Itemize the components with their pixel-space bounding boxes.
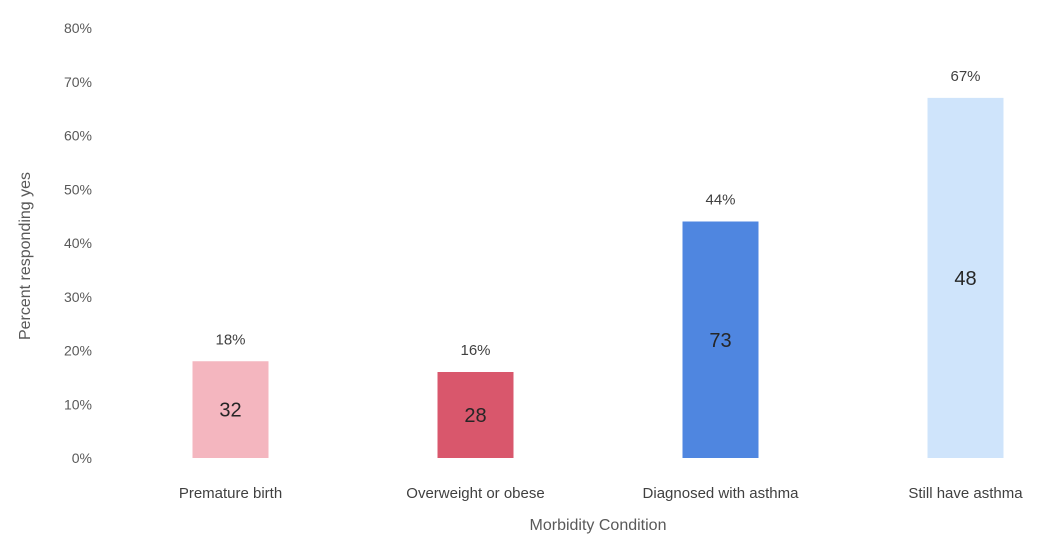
x-axis-title: Morbidity Condition	[530, 517, 667, 534]
bar-count-label: 32	[219, 400, 241, 422]
y-tick-label: 20%	[64, 343, 92, 359]
y-tick-label: 40%	[64, 235, 92, 251]
bar-count-label: 48	[954, 268, 976, 290]
bars: 18% 32 16% 28 44% 73 67% 48	[192, 68, 1004, 458]
y-tick-label: 30%	[64, 289, 92, 305]
bar-percent-label: 18%	[215, 331, 245, 348]
y-axis-title: Percent responding yes	[17, 172, 34, 340]
bar-percent-label: 67%	[950, 68, 980, 85]
bar-count-label: 28	[464, 405, 486, 427]
x-tick-label: Overweight or obese	[406, 485, 544, 502]
y-tick-label: 50%	[64, 181, 92, 197]
bar-percent-label: 16%	[460, 342, 490, 359]
y-axis-ticks: 0% 10% 20% 30% 40% 50% 60% 70% 80%	[64, 20, 92, 466]
y-tick-label: 80%	[64, 20, 92, 36]
bar	[682, 221, 759, 458]
bar	[192, 361, 269, 458]
x-tick-label: Still have asthma	[908, 485, 1023, 502]
bar-count-label: 73	[709, 330, 731, 352]
x-tick-label: Premature birth	[179, 485, 282, 502]
bar	[927, 97, 1004, 458]
bar-percent-label: 44%	[705, 192, 735, 209]
x-axis-tick-labels: Premature birth Overweight or obese Diagno…	[179, 485, 1023, 502]
y-tick-label: 70%	[64, 74, 92, 90]
y-tick-label: 0%	[72, 450, 92, 466]
bar	[437, 372, 514, 458]
y-tick-label: 60%	[64, 128, 92, 144]
x-tick-label: Diagnosed with asthma	[643, 485, 800, 502]
y-tick-label: 10%	[64, 396, 92, 412]
